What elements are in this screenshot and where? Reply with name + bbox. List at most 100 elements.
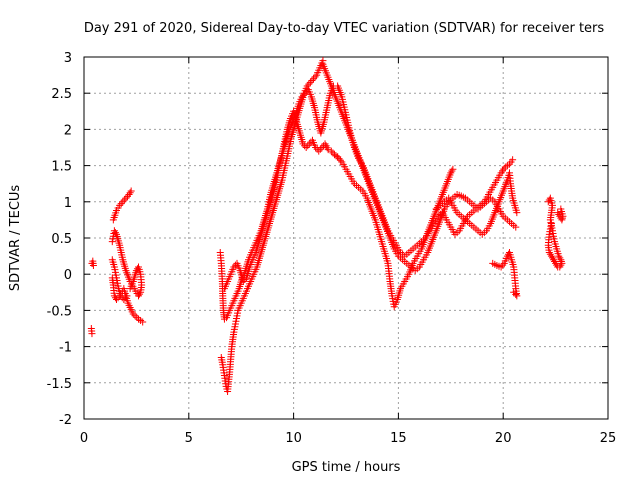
- data-point: [316, 145, 324, 153]
- data-point: [558, 259, 566, 267]
- y-tick-labels: -2 -1.5 -1 -0.5 0 0.5 1 1.5 2 2.5 3: [47, 51, 72, 428]
- y-tick-label: 1: [64, 196, 72, 211]
- data-point: [122, 194, 130, 202]
- data-point: [129, 310, 137, 318]
- data-point: [556, 254, 564, 262]
- data-point: [327, 147, 335, 155]
- axis-ticks: [83, 56, 609, 420]
- data-point: [557, 258, 565, 266]
- data-point: [311, 73, 319, 81]
- data-point: [553, 261, 561, 269]
- data-point: [552, 259, 560, 267]
- data-point: [121, 294, 129, 302]
- data-point: [125, 191, 133, 199]
- x-tick-label: 10: [285, 431, 302, 446]
- data-point: [324, 146, 332, 154]
- data-point: [550, 256, 558, 264]
- data-point: [449, 165, 457, 173]
- data-point: [127, 187, 135, 195]
- data-point: [305, 80, 313, 88]
- data-point: [547, 220, 555, 228]
- data-point: [329, 149, 337, 157]
- y-tick-label: 0: [64, 268, 72, 283]
- data-point: [315, 147, 323, 155]
- data-point: [497, 263, 505, 271]
- data-point: [301, 89, 309, 97]
- data-point: [546, 250, 554, 258]
- x-tick-label: 15: [390, 431, 407, 446]
- data-point: [555, 252, 563, 260]
- x-tick-label: 20: [495, 431, 512, 446]
- data-point: [448, 167, 456, 175]
- data-point: [117, 292, 125, 300]
- data-points: [87, 57, 567, 395]
- data-point: [110, 227, 118, 235]
- y-tick-label: 2: [64, 123, 72, 138]
- data-point: [305, 140, 313, 148]
- data-point: [126, 189, 134, 197]
- data-point: [336, 156, 344, 164]
- data-point: [133, 265, 141, 273]
- y-tick-label: 1.5: [51, 160, 72, 175]
- data-point: [554, 263, 562, 271]
- data-point: [306, 78, 314, 86]
- y-axis-label: SDTVAR / TECUs: [8, 185, 23, 292]
- x-axis-label: GPS time / hours: [292, 460, 401, 475]
- data-point: [123, 192, 131, 200]
- data-point: [312, 144, 320, 151]
- data-point: [111, 229, 119, 237]
- data-point: [119, 198, 127, 206]
- y-tick-label: -2: [59, 413, 72, 428]
- data-point: [512, 223, 520, 231]
- data-point: [547, 252, 555, 260]
- data-point: [308, 77, 316, 85]
- data-point: [134, 292, 142, 300]
- data-point: [120, 296, 128, 304]
- data-point: [557, 205, 565, 213]
- x-tick-label: 25: [600, 431, 617, 446]
- x-tick-label: 5: [185, 431, 193, 446]
- y-tick-label: -1: [59, 341, 72, 356]
- data-point: [510, 288, 518, 296]
- data-point: [509, 156, 517, 164]
- data-point: [112, 296, 120, 304]
- data-point: [303, 82, 311, 90]
- data-point: [230, 263, 238, 271]
- data-point: [88, 330, 96, 338]
- data-point: [139, 318, 147, 326]
- data-point: [304, 142, 312, 150]
- y-tick-label: -1.5: [47, 377, 72, 392]
- data-point: [117, 200, 125, 208]
- data-point: [548, 254, 556, 262]
- data-point: [134, 263, 142, 271]
- data-point: [558, 216, 566, 224]
- y-tick-label: -0.5: [47, 304, 72, 319]
- grid: [84, 57, 608, 419]
- data-point: [310, 75, 318, 83]
- data-point: [123, 292, 131, 300]
- data-point: [89, 262, 97, 270]
- data-point: [513, 209, 521, 217]
- data-point: [133, 313, 141, 321]
- data-point: [302, 144, 310, 151]
- data-point: [120, 196, 128, 204]
- data-point: [116, 201, 124, 209]
- data-point: [136, 290, 144, 298]
- data-point: [300, 91, 308, 99]
- data-point: [298, 93, 306, 101]
- y-tick-label: 0.5: [51, 232, 72, 247]
- x-tick-label: 0: [80, 431, 88, 446]
- chart-title: Day 291 of 2020, Sidereal Day-to-day VTE…: [84, 21, 605, 36]
- data-point: [499, 261, 507, 269]
- data-point: [447, 169, 455, 177]
- data-point: [131, 312, 139, 320]
- data-point: [554, 209, 562, 217]
- data-point: [551, 258, 559, 266]
- y-tick-label: 3: [64, 51, 72, 66]
- data-point: [126, 285, 134, 293]
- data-point: [299, 140, 307, 148]
- x-tick-labels: 0 5 10 15 20 25: [80, 431, 616, 446]
- data-point: [513, 292, 521, 300]
- y-tick-label: 2.5: [51, 87, 72, 102]
